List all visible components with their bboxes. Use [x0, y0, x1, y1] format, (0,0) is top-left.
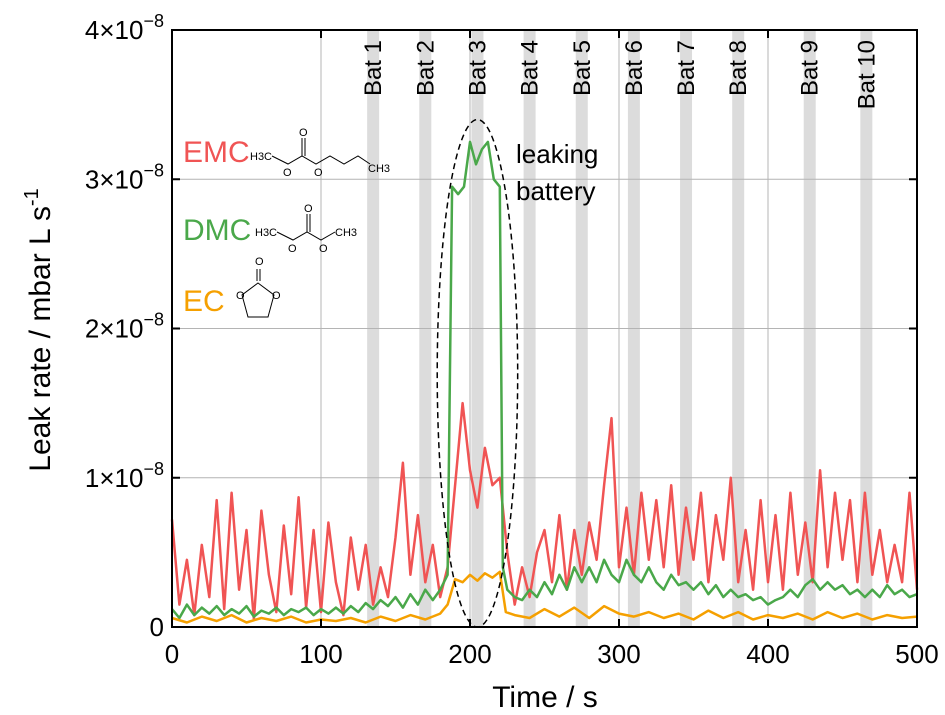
- x-tick-label: 200: [448, 639, 491, 669]
- emc-structure-icon: H3C O O O CH3: [250, 127, 390, 179]
- dmc-structure-icon: H3C O O O CH3: [255, 203, 357, 255]
- svg-text:O: O: [304, 203, 313, 215]
- legend-dmc-label: DMC: [183, 214, 251, 247]
- svg-text:O: O: [255, 256, 264, 268]
- dmc-formula-left: H3C: [255, 227, 277, 239]
- svg-text:O: O: [288, 243, 297, 255]
- legend: EMC H3C O O O CH3 DMC H3C O O O CH3 EC O: [183, 127, 390, 318]
- svg-text:O: O: [319, 243, 328, 255]
- battery-label-9: Bat 9: [797, 40, 824, 96]
- x-tick-label: 100: [299, 639, 342, 669]
- x-tick-label: 0: [165, 639, 179, 669]
- ec-structure-icon: O O O: [236, 256, 281, 318]
- x-axis-title: Time / s: [492, 681, 598, 714]
- battery-label-7: Bat 7: [673, 40, 700, 96]
- battery-label-10: Bat 10: [853, 40, 880, 109]
- battery-label-2: Bat 2: [412, 40, 439, 96]
- annotation-line1: leaking: [516, 139, 598, 169]
- battery-label-3: Bat 3: [464, 40, 491, 96]
- svg-text:O: O: [283, 167, 292, 179]
- y-tick-label: 3×10−8: [85, 160, 164, 194]
- emc-formula-right: CH3: [368, 163, 390, 175]
- y-tick-label: 2×10−8: [85, 310, 164, 344]
- svg-text:O: O: [272, 290, 281, 302]
- x-tick-label: 400: [746, 639, 789, 669]
- series-line-emc: [170, 401, 919, 621]
- series-line-dmc: [171, 140, 918, 620]
- battery-label-6: Bat 6: [621, 40, 648, 96]
- emc-formula-left: H3C: [250, 151, 272, 163]
- series-line-ec: [171, 570, 918, 624]
- data-series: [170, 140, 919, 624]
- battery-label-4: Bat 4: [517, 40, 544, 96]
- y-tick-label: 4×10−8: [85, 11, 164, 45]
- svg-text:O: O: [299, 127, 308, 139]
- x-tick-label: 500: [895, 639, 938, 669]
- legend-emc-label: EMC: [183, 136, 250, 169]
- leaking-battery-ellipse: [436, 118, 519, 628]
- battery-label-1: Bat 1: [360, 40, 387, 96]
- svg-text:O: O: [236, 290, 245, 302]
- dmc-formula-right: CH3: [335, 227, 357, 239]
- annotation-line2: battery: [516, 176, 596, 206]
- legend-ec-label: EC: [183, 285, 225, 318]
- x-tick-label: 300: [597, 639, 640, 669]
- svg-text:Leak rate / mbar L s-1: Leak rate / mbar L s-1: [21, 188, 57, 471]
- y-tick-label: 1×10−8: [85, 459, 164, 493]
- y-tick-label: 0: [150, 612, 164, 642]
- battery-labels: Bat 1 Bat 2 Bat 3 Bat 4 Bat 5 Bat 6 Bat 7 Bat 8…: [360, 40, 880, 109]
- y-axis-title: Leak rate / mbar L s-1: [21, 188, 57, 471]
- battery-label-8: Bat 8: [725, 40, 752, 96]
- svg-text:O: O: [314, 167, 323, 179]
- battery-label-5: Bat 5: [569, 40, 596, 96]
- axis-ticks: 0 100 200 300 400 500 0 1×10−8 2×10−8 3×10−8 4×10−…: [85, 11, 939, 669]
